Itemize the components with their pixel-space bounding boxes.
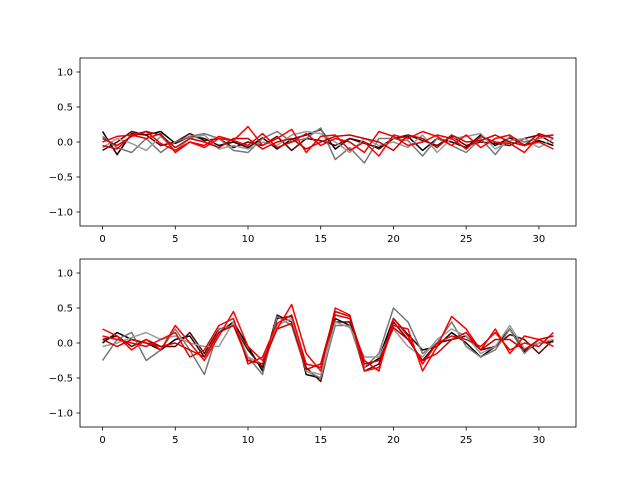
top-x-tick-label: 0 (99, 234, 105, 245)
bottom-y-tick-label: 0.0 (57, 339, 73, 350)
bottom-y-tick-label: −1.0 (49, 409, 73, 420)
top-x-tick-label: 15 (314, 234, 327, 245)
bottom-series-line-7 (102, 310, 554, 371)
top-x-tick-label: 25 (460, 234, 473, 245)
top-y-tick-label: 1.0 (57, 68, 73, 79)
bottom-x-tick-label: 30 (533, 435, 546, 446)
top-series-line-5 (102, 125, 554, 157)
bottom-x-tick-label: 20 (387, 435, 400, 446)
bottom-y-tick-label: −0.5 (49, 374, 73, 385)
bottom-x-tick-label: 15 (314, 435, 327, 446)
bottom-series-line-3 (101, 307, 554, 379)
bottom-subplot: 0 5 10 15 20 25 30 1.0 0.5 0.0 −0.5 −1.0 (49, 258, 577, 446)
top-y-tick-label: 0.0 (57, 138, 73, 149)
bottom-x-tick-label: 25 (460, 435, 473, 446)
bottom-x-tick-label: 10 (242, 435, 255, 446)
top-series-line-6 (102, 130, 554, 154)
bottom-x-tick-label: 5 (172, 435, 178, 446)
top-subplot: 0 5 10 15 20 25 30 1.0 0.5 0.0 −0.5 −1.0 (49, 57, 577, 245)
top-y-tick-label: −1.0 (49, 208, 73, 219)
top-y-tick-label: 0.5 (57, 103, 73, 114)
bottom-x-tick-label: 0 (99, 435, 105, 446)
top-x-tick-label: 10 (242, 234, 255, 245)
bottom-series-line-6 (102, 314, 554, 372)
bottom-y-tick-label: 1.0 (57, 269, 73, 280)
top-x-tick-label: 30 (533, 234, 546, 245)
top-series-line-7 (102, 130, 554, 152)
bottom-y-tick-label: 0.5 (57, 304, 73, 315)
top-x-tick-label: 20 (387, 234, 400, 245)
top-x-tick-label: 5 (172, 234, 178, 245)
top-y-tick-label: −0.5 (49, 173, 73, 184)
